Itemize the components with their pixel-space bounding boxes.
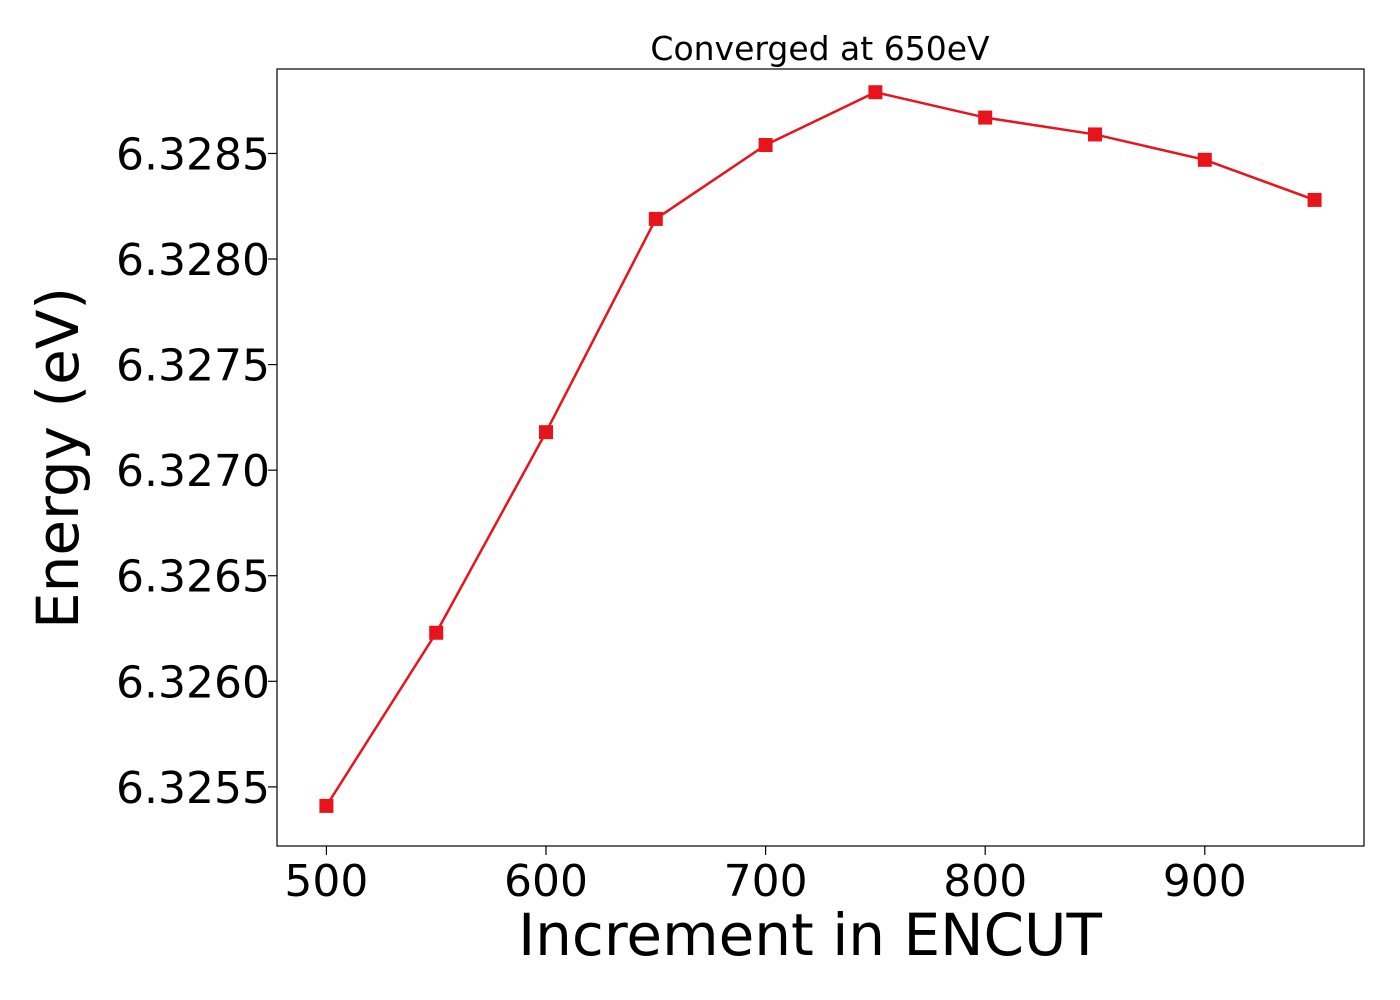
chart-title: Converged at 650eV [650,29,990,68]
y-tick-label: 6.3275 [116,341,270,392]
data-point-marker [1087,127,1102,142]
y-tick-label: 6.3280 [116,235,270,286]
y-tick-label: 6.3255 [116,763,270,814]
y-axis-label: Energy (eV) [24,287,92,629]
x-axis-label: Increment in ENCUT [518,901,1102,969]
data-point-marker [429,625,444,640]
data-series [319,85,1322,813]
x-tick-label: 700 [724,856,808,907]
data-point-marker [1197,152,1212,167]
y-axis: 6.3255 6.3260 6.3265 6.3270 6.3275 6.3280 6.32… [116,129,277,814]
plot-area [276,68,1365,847]
x-tick-label: 900 [1163,856,1247,907]
data-point-marker [758,138,773,153]
x-tick-label: 500 [284,856,368,907]
x-tick-label: 600 [504,856,588,907]
y-tick-label: 6.3265 [116,552,270,603]
data-point-marker [1307,192,1322,207]
data-point-marker [319,798,334,813]
series-line [325,90,1316,807]
y-tick-label: 6.3285 [116,129,270,180]
data-point-marker [539,425,554,440]
x-tick-label: 800 [943,856,1027,907]
data-point-marker [868,85,883,100]
data-point-marker [978,110,993,125]
y-tick-label: 6.3270 [116,446,270,497]
data-point-marker [648,211,663,226]
y-tick-label: 6.3260 [116,657,270,708]
x-axis: 500 600 700 800 900 [284,846,1247,907]
